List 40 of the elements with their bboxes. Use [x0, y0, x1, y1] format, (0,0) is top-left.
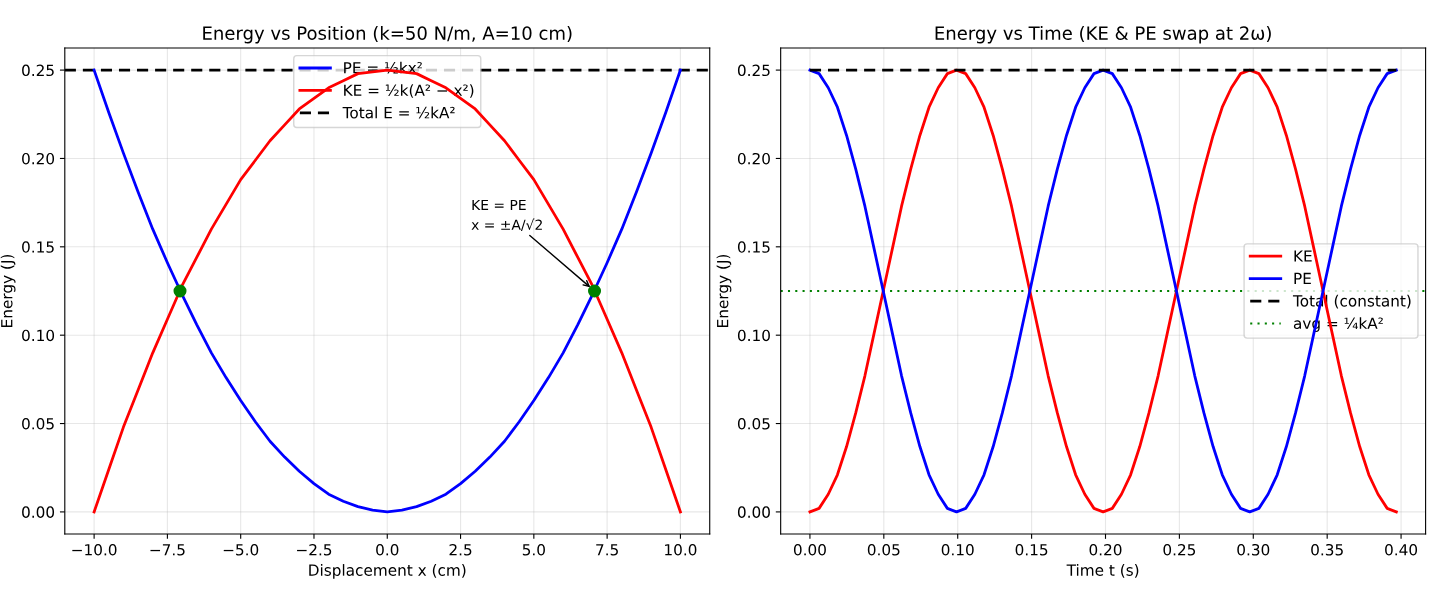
y-tick-label: 0.00: [22, 506, 55, 518]
chart-title: Energy vs Time (KE & PE swap at 2ω): [935, 25, 1271, 44]
x-tick-label: −10.0: [72, 543, 117, 556]
x-tick-label: 7.5: [596, 544, 618, 556]
legend-label: KE: [1294, 250, 1312, 262]
y-tick-label: 0.15: [737, 241, 770, 253]
y-tick-label: 0.10: [22, 329, 55, 342]
y-tick-label: 0.25: [22, 64, 54, 77]
y-tick-label: 0.05: [737, 418, 770, 430]
x-tick-label: 0.30: [1237, 543, 1270, 556]
y-tick-label: 0.20: [22, 152, 55, 165]
y-tick-label: 0.05: [22, 418, 54, 430]
x-tick-label: −7.5: [150, 544, 185, 556]
y-axis-title: Energy (J): [716, 254, 732, 327]
legend-label: Total E = ½kA²: [342, 106, 455, 119]
y-tick-label: 0.25: [737, 64, 770, 77]
y-axis-title: Energy (J): [0, 254, 16, 327]
x-tick-label: 5.0: [522, 543, 545, 556]
x-tick-label: 0.05: [867, 543, 900, 556]
chart-title: Energy vs Position (k=50 N/m, A=10 cm): [203, 25, 572, 44]
x-tick-label: 2.5: [449, 543, 472, 556]
legend-label: PE: [1294, 272, 1311, 284]
y-tick-label: 0.15: [22, 241, 54, 253]
x-tick-label: 0.20: [1089, 543, 1122, 556]
x-tick-label: 0.0: [376, 543, 399, 556]
x-tick-label: 0.00: [793, 543, 826, 556]
y-tick-label: 0.00: [737, 506, 770, 518]
x-tick-label: 0.35: [1311, 543, 1343, 556]
y-tick-label: 0.10: [737, 329, 770, 342]
x-axis-title: Displacement x (cm): [309, 564, 466, 579]
x-tick-label: 0.40: [1385, 543, 1418, 556]
x-tick-label: 0.25: [1163, 543, 1196, 556]
x-tick-label: −2.5: [297, 543, 332, 556]
annotation: KE = PE x = ±A/√2: [471, 199, 542, 232]
x-tick-label: 0.15: [1015, 543, 1048, 556]
x-tick-label: −5.0: [223, 543, 259, 556]
x-tick-label: 0.10: [941, 543, 974, 556]
y-tick-label: 0.20: [737, 152, 770, 165]
x-tick-label: 10.0: [665, 543, 697, 556]
x-axis-title: Time t (s): [1066, 564, 1139, 578]
